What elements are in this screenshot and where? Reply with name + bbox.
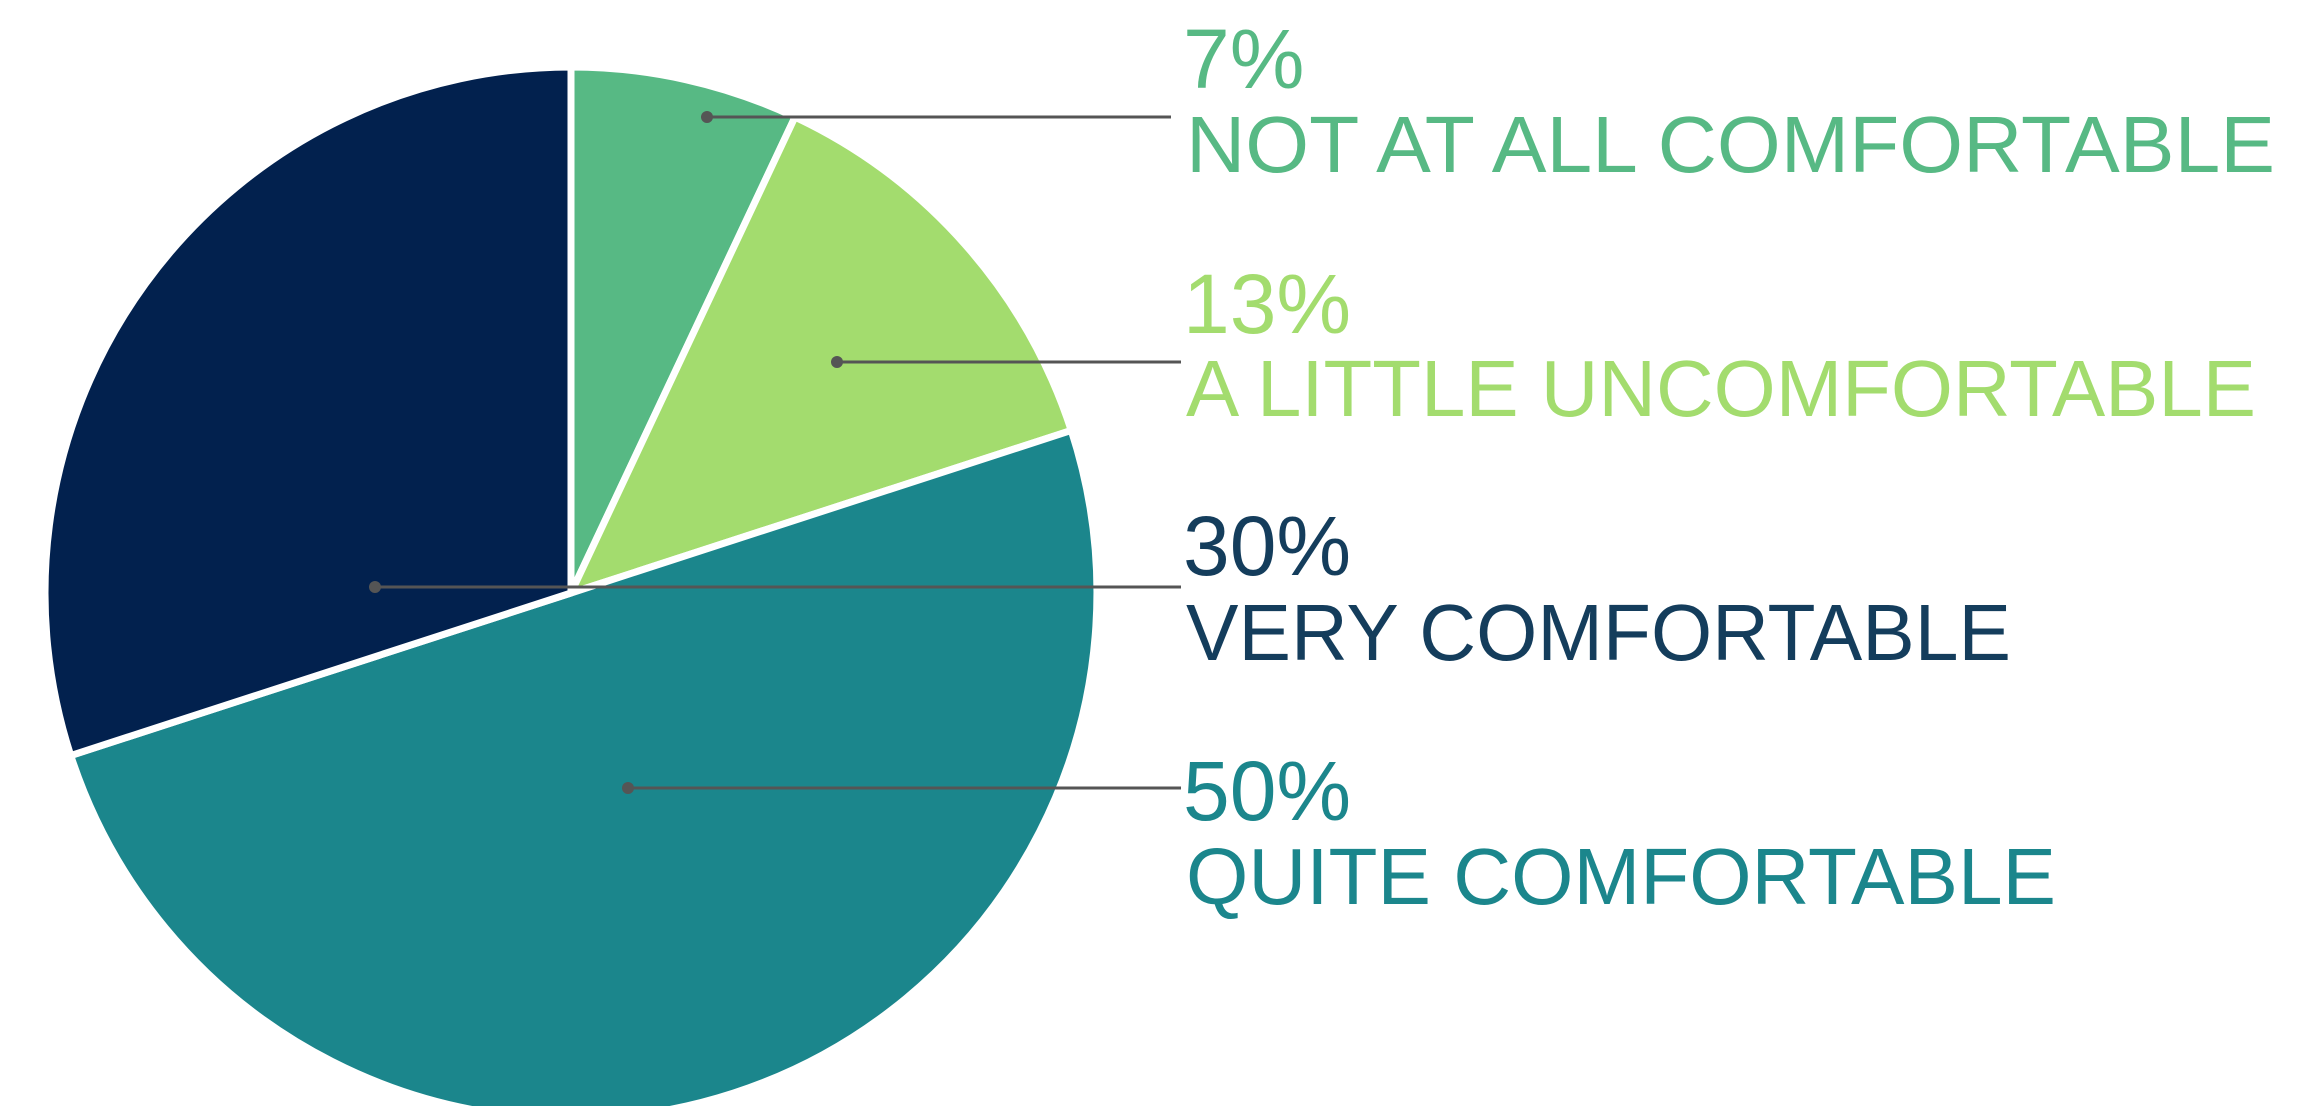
value-label: 13% [1183,257,1351,351]
leader-dot [831,356,843,368]
leader-dot [622,782,634,794]
pie-slice [567,63,799,597]
value-label: 7% [1183,12,1304,106]
category-label: VERY COMFORTABLE [1186,588,2011,677]
category-label: A LITTLE UNCOMFORTABLE [1186,344,2256,433]
pie-slice [41,63,575,760]
leader-dot [369,581,381,593]
leader-dot [701,111,713,123]
pie-slice [67,426,1101,1106]
category-label: QUITE COMFORTABLE [1186,832,2056,921]
pie-slice [567,113,1075,597]
value-label: 50% [1183,744,1351,838]
category-label: NOT AT ALL COMFORTABLE [1186,100,2275,189]
value-label: 30% [1183,499,1351,593]
